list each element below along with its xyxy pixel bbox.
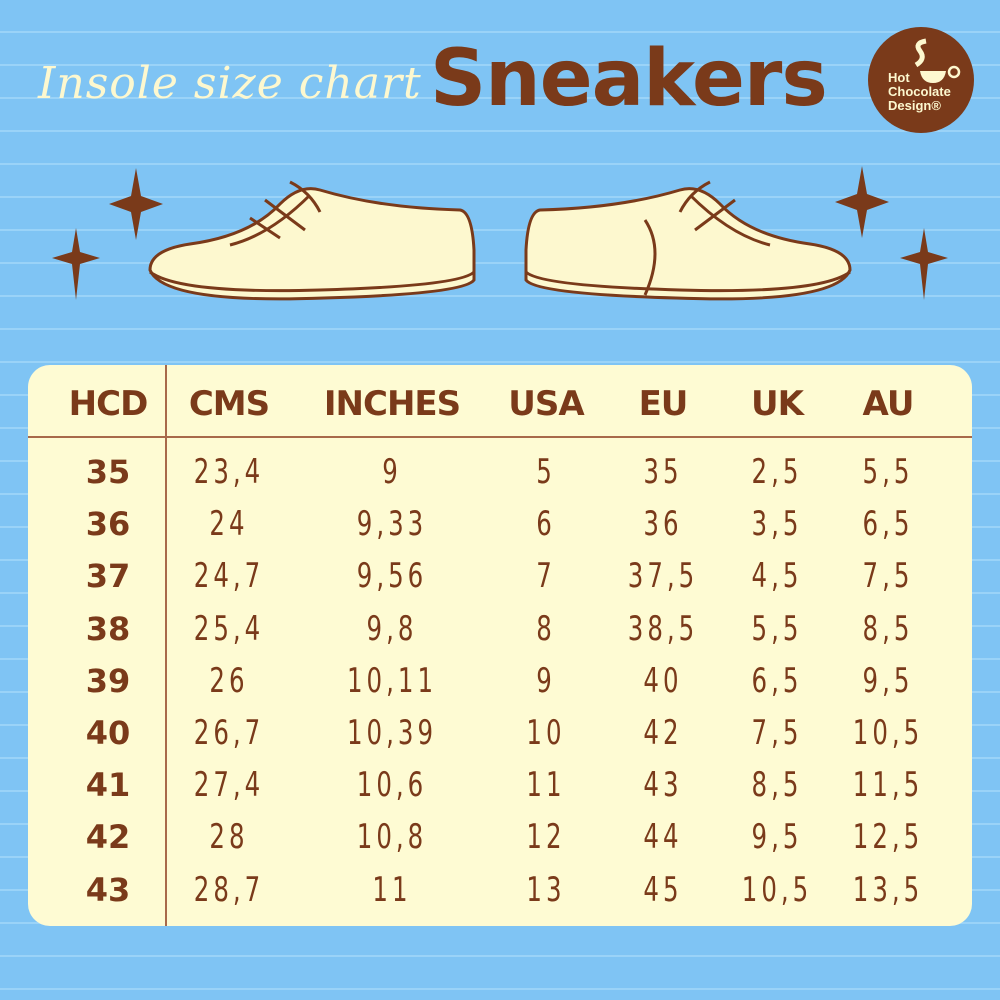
table-cell: 6,5 <box>862 504 914 545</box>
brand-logo: Hot Chocolate Design® <box>868 27 974 133</box>
table-cell: 24 <box>209 504 249 545</box>
table-cell: 25,4 <box>193 608 265 649</box>
row-size-label: 37 <box>85 557 131 596</box>
right-shoe <box>524 180 852 301</box>
table-cell: 8 <box>536 608 556 649</box>
row-size-label: 35 <box>85 453 131 491</box>
sneakers-illustration <box>52 166 948 301</box>
table-cell: 6,5 <box>751 660 803 701</box>
table-cell: 7,5 <box>751 713 803 753</box>
row-size-label: 43 <box>85 870 131 909</box>
row-size-label: 38 <box>85 609 131 648</box>
table-cell: 28 <box>209 817 249 858</box>
table-cell: 40 <box>643 660 683 701</box>
column-divider <box>165 365 167 926</box>
table-cell: 11,5 <box>852 765 924 806</box>
table-cell: 23,4 <box>193 452 265 492</box>
star-icons <box>52 166 948 300</box>
table-cell: 13,5 <box>852 869 924 910</box>
table-cell: 26 <box>209 660 249 701</box>
star-icon <box>52 228 100 300</box>
table-cell: 9 <box>382 452 402 492</box>
table-cell: 10,6 <box>356 765 428 806</box>
table-cell: 4,5 <box>751 556 803 597</box>
table-cell: 8,5 <box>862 608 914 649</box>
table-cell: 10,8 <box>356 817 428 858</box>
table-cell: 9,5 <box>862 660 914 701</box>
table-cell: 42 <box>643 713 683 753</box>
table-cell: 24,7 <box>193 556 265 597</box>
star-icon <box>109 168 163 240</box>
table-cell: 36 <box>643 504 683 545</box>
table-cell: 11 <box>372 869 412 910</box>
table-cell: 5,5 <box>862 452 914 492</box>
table-cell: 26,7 <box>193 713 265 753</box>
logo-text: Hot Chocolate Design® <box>888 70 951 113</box>
table-cell: 37,5 <box>627 556 699 597</box>
table-cell: 10,11 <box>346 660 438 701</box>
table-cell: 7 <box>536 556 556 597</box>
column-header-inches: INCHES <box>323 384 461 424</box>
table-cell: 45 <box>643 869 683 910</box>
table-cell: 28,7 <box>193 869 265 910</box>
size-table: HCD CMS INCHES USA EU UK AU 35 23,4 9 5 35 2,5 5,5 36 2… <box>28 365 972 926</box>
column-header-au: AU <box>862 384 915 424</box>
table-cell: 35 <box>643 452 683 492</box>
header-divider <box>28 436 972 438</box>
left-shoe <box>148 180 476 301</box>
table-cell: 13 <box>526 869 566 910</box>
table-cell: 43 <box>643 765 683 806</box>
table-cell: 7,5 <box>862 556 914 597</box>
star-icon <box>835 166 889 238</box>
table-cell: 38,5 <box>627 608 699 649</box>
table-cell: 5 <box>536 452 556 492</box>
table-cell: 9,56 <box>356 556 428 597</box>
table-cell: 5,5 <box>751 608 803 649</box>
table-cell: 12 <box>526 817 566 858</box>
column-header-cms: CMS <box>188 384 270 424</box>
table-cell: 12,5 <box>852 817 924 858</box>
star-icon <box>900 228 948 300</box>
row-size-label: 42 <box>85 818 131 857</box>
table-cell: 9,5 <box>751 817 803 858</box>
table-cell: 8,5 <box>751 765 803 806</box>
table-cell: 10 <box>526 713 566 753</box>
table-cell: 6 <box>536 504 556 545</box>
table-cell: 2,5 <box>751 452 803 492</box>
table-cell: 10,39 <box>346 713 438 753</box>
subtitle: Insole size chart <box>38 58 422 109</box>
row-size-label: 36 <box>85 505 131 544</box>
row-size-label: 41 <box>85 766 131 805</box>
table-cell: 9 <box>536 660 556 701</box>
table-cell: 10,5 <box>852 713 924 753</box>
table-cell: 27,4 <box>193 765 265 806</box>
row-size-label: 40 <box>85 714 131 752</box>
row-size-label: 39 <box>85 661 131 700</box>
table-cell: 3,5 <box>751 504 803 545</box>
table-cell: 9,33 <box>356 504 428 545</box>
table-cell: 9,8 <box>366 608 418 649</box>
column-header-uk: UK <box>751 384 804 424</box>
column-header-usa: USA <box>508 384 584 424</box>
table-cell: 44 <box>643 817 683 858</box>
coffee-cup-icon <box>914 38 961 83</box>
page-title: Sneakers <box>430 34 828 124</box>
column-header-hcd: HCD <box>68 384 149 424</box>
table-cell: 11 <box>526 765 566 806</box>
table-cell: 10,5 <box>741 869 813 910</box>
column-header-eu: EU <box>638 384 689 424</box>
